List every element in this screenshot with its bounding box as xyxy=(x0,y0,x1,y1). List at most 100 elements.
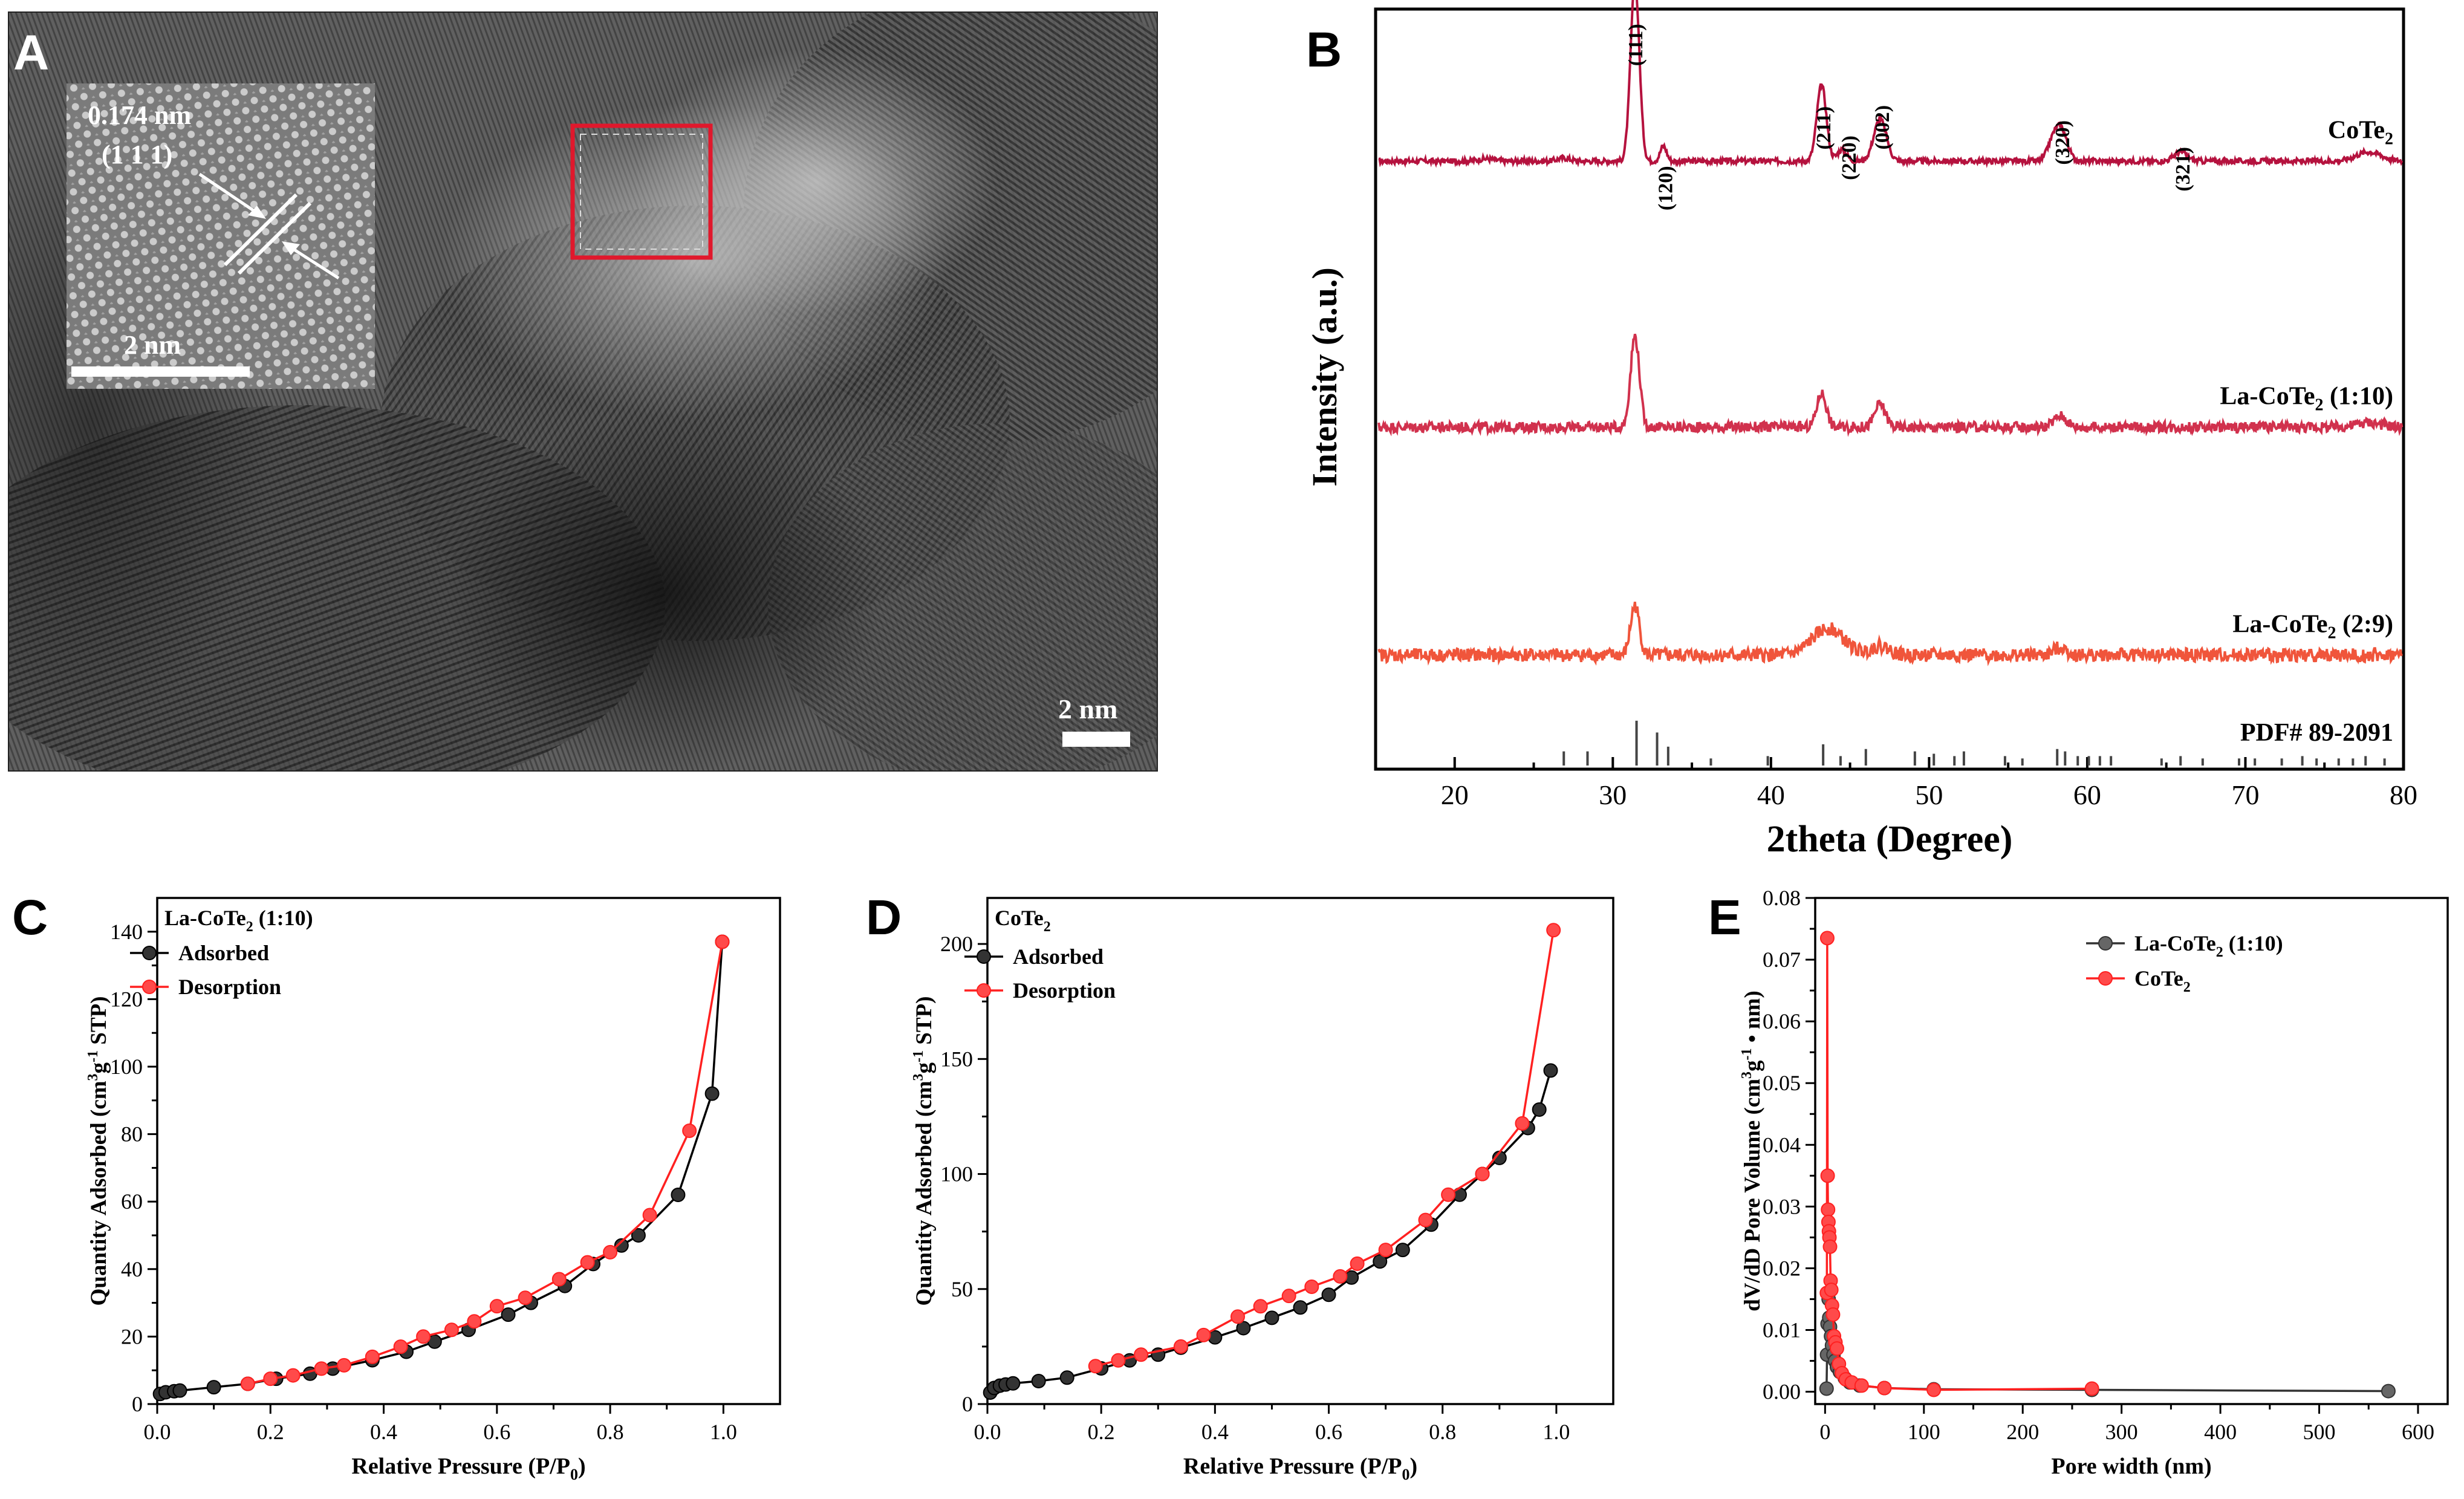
bet-cote2-point xyxy=(1236,1321,1251,1336)
psd-series-line-1 xyxy=(1825,938,2092,1391)
bet-la-frame xyxy=(156,897,781,1405)
psd-y-tick-label: 0.06 xyxy=(1763,1009,1801,1033)
xrd-x-tick-label: 40 xyxy=(1757,779,1785,810)
bet-la-y-tick-label: 100 xyxy=(110,1055,143,1079)
bet-cote2-point xyxy=(1333,1269,1348,1284)
psd-point xyxy=(2381,1384,2396,1399)
xrd-x-tick-label: 80 xyxy=(2390,779,2417,810)
xrd-x-tick-label: 60 xyxy=(2073,779,2101,810)
bet-la-point xyxy=(444,1322,459,1338)
bet-cote2-frame xyxy=(986,897,1614,1405)
inset-scale-label: 2 nm xyxy=(124,330,181,360)
bet-la-x-tick-label: 0.8 xyxy=(597,1420,624,1444)
psd-chart: 0 100 200 300 400 500 600 0.00 0.01 0.02 0.03 0.04 0… xyxy=(1739,886,2449,1479)
bet-la-point xyxy=(501,1307,516,1322)
bet-cote2-legend-marker xyxy=(977,949,991,964)
bet-cote2-x-tick-label: 0.8 xyxy=(1429,1420,1456,1444)
bet-la-point xyxy=(263,1371,278,1387)
psd-legend-label: La-CoTe2 (1:10) xyxy=(2134,931,2283,960)
bet-la-point xyxy=(416,1329,431,1344)
xrd-chart: 20 30 40 50 60 70 80 2theta (Degree) Intensity (… xyxy=(1305,0,2417,860)
bet-cote2-x-tick-label: 0.4 xyxy=(1201,1420,1229,1444)
bet-la-series-line-1 xyxy=(247,941,724,1385)
bet-la-legend-marker xyxy=(142,980,157,994)
bet-la-point xyxy=(580,1255,595,1270)
bet-la-y-tick-label: 140 xyxy=(110,920,143,944)
bet-la-y-tick-label: 0 xyxy=(132,1392,143,1416)
bet-cote2-x-tick-label: 0.0 xyxy=(974,1420,1001,1444)
bet-la-y-tick-label: 80 xyxy=(121,1122,143,1146)
region-box xyxy=(570,123,713,260)
bet-la-y-axis-label: Quantity Adsorbed (cm3g-1 STP) xyxy=(85,996,111,1306)
xrd-peak-label: (111) xyxy=(1625,24,1647,66)
psd-frame xyxy=(1814,897,2449,1405)
bet-cote2-point xyxy=(1059,1370,1074,1385)
psd-y-axis-label: dV/dD Pore Volume (cm3g-1 • nm) xyxy=(1739,990,1765,1311)
bet-la-point xyxy=(682,1123,697,1139)
xrd-peak-label: (002) xyxy=(1871,105,1894,150)
psd-x-tick-label: 0 xyxy=(1819,1420,1830,1444)
psd-x-tick-label: 400 xyxy=(2204,1420,2237,1444)
bet-cote2-point xyxy=(1441,1187,1456,1202)
bet-cote2-point xyxy=(1230,1309,1245,1324)
psd-y-tick-label: 0.01 xyxy=(1763,1318,1801,1342)
panel-label-e: E xyxy=(1708,890,1741,945)
xrd-series-0 xyxy=(1378,0,2404,169)
bet-la-x-tick-label: 0.4 xyxy=(370,1420,397,1444)
bet-la-point xyxy=(314,1361,329,1376)
bet-cote2-y-tick-label: 0 xyxy=(962,1392,973,1416)
bet-cote2-sample-title: CoTe2 xyxy=(995,906,1051,935)
psd-y-tick-label: 0.00 xyxy=(1763,1380,1801,1404)
psd-x-axis-label: Pore width (nm) xyxy=(2051,1454,2211,1479)
bet-cote2-y-tick-label: 150 xyxy=(940,1047,973,1071)
bet-cote2-point xyxy=(1111,1353,1126,1368)
psd-x-tick-label: 100 xyxy=(1908,1420,1940,1444)
bet-la-point xyxy=(518,1290,533,1306)
bet-cote2-point xyxy=(1293,1300,1308,1315)
xrd-series-label: La-CoTe2 (2:9) xyxy=(2232,611,2393,643)
bet-cote2-legend-label: Desorption xyxy=(1013,978,1116,1003)
bet-cote2-x-axis-label: Relative Pressure (P/P0) xyxy=(1183,1454,1417,1483)
xrd-peak-label: (220) xyxy=(1838,135,1861,180)
bet-cote2-point xyxy=(1378,1243,1393,1258)
bet-la-point xyxy=(489,1299,504,1314)
bet-la-point xyxy=(551,1272,567,1287)
xrd-x-tick-label: 70 xyxy=(2231,779,2259,810)
bet-la-point xyxy=(467,1314,482,1329)
scale-bar xyxy=(1062,732,1130,747)
bet-la-legend-label: Adsorbed xyxy=(178,941,269,965)
bet-la-x-axis-label: Relative Pressure (P/P0) xyxy=(351,1454,585,1483)
psd-x-tick-label: 500 xyxy=(2303,1420,2336,1444)
bet-la-point xyxy=(337,1358,351,1373)
region-inner-box xyxy=(580,134,703,250)
psd-series-line-0 xyxy=(1825,1293,2388,1393)
psd-point xyxy=(1824,1283,1839,1298)
xrd-x-axis-label: 2theta (Degree) xyxy=(1767,819,2013,860)
panel-label-c: C xyxy=(12,890,48,945)
psd-y-tick-label: 0.05 xyxy=(1763,1071,1801,1095)
psd-y-tick-label: 0.07 xyxy=(1763,948,1801,972)
bet-cote2-point xyxy=(1196,1327,1211,1342)
bet-la-y-tick-label: 60 xyxy=(121,1189,143,1214)
xrd-peak-label: (320) xyxy=(2052,120,2074,165)
bet-la-x-tick-label: 0.6 xyxy=(483,1420,510,1444)
bet-la-point xyxy=(642,1208,657,1223)
xrd-x-tick-label: 50 xyxy=(1915,779,1943,810)
xrd-series-label: La-CoTe2 (1:10) xyxy=(2220,383,2393,415)
xrd-x-tick-label: 20 xyxy=(1441,779,1469,810)
bet-la-legend-label: Desorption xyxy=(178,975,281,999)
bet-la-point xyxy=(285,1368,301,1383)
bet-la-y-tick-label: 20 xyxy=(121,1324,143,1348)
bet-la-point xyxy=(365,1349,380,1364)
xrd-frame xyxy=(1374,7,2405,771)
bet-cote2-point xyxy=(1395,1243,1410,1258)
bet-cote2-x-tick-label: 0.6 xyxy=(1315,1420,1342,1444)
bet-la-x-tick-label: 1.0 xyxy=(710,1420,737,1444)
bet-cote2-y-tick-label: 100 xyxy=(940,1162,973,1186)
psd-point xyxy=(1820,1168,1835,1183)
xrd-series-1 xyxy=(1377,333,2404,437)
panel-label-a: A xyxy=(13,25,49,80)
bet-cote2-point xyxy=(1134,1347,1149,1362)
xrd-peak-label: (211) xyxy=(1813,106,1835,150)
